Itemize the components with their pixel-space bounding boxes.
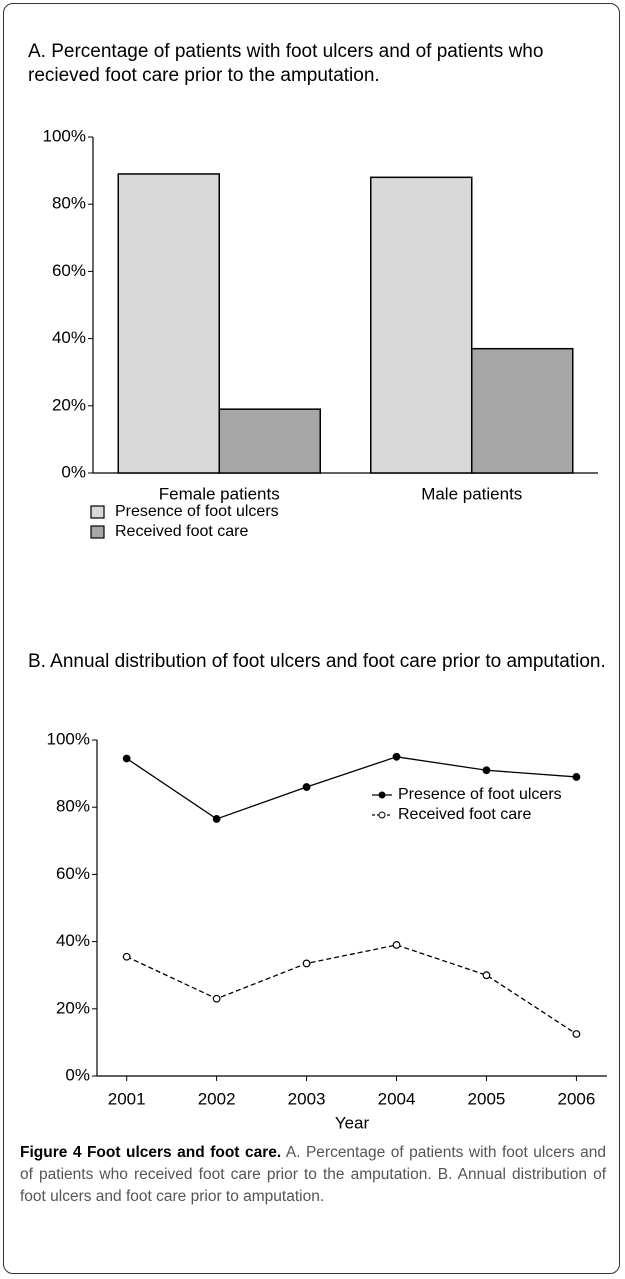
x-tick-label: Female patients: [159, 484, 280, 503]
bar: [370, 176, 473, 474]
legend-swatch: [90, 505, 105, 519]
x-tick-label: Male patients: [421, 484, 522, 503]
y-tick-label: 60%: [56, 864, 90, 883]
y-tick-label: 80%: [52, 194, 86, 213]
data-point: [482, 971, 491, 980]
legend-label: Received foot care: [115, 523, 249, 540]
series-line: [126, 944, 577, 1035]
data-point: [122, 952, 131, 961]
data-point: [212, 815, 221, 823]
caption-label: Figure 4 Foot ulcers and foot care.: [20, 1144, 282, 1161]
legend-label: Presence of foot ulcers: [398, 786, 562, 803]
x-tick-label: 2004: [378, 1089, 416, 1108]
legend-swatch: [90, 525, 105, 539]
series-line: [126, 756, 577, 820]
bar: [117, 173, 220, 474]
x-tick-label: 2002: [198, 1089, 236, 1108]
y-tick-label: 40%: [52, 328, 86, 347]
caption-text: A. Percentage of patients with foot ulce…: [20, 1144, 606, 1205]
x-tick-label: 2006: [558, 1089, 596, 1108]
y-tick-label: 40%: [56, 931, 90, 950]
y-tick-label: 20%: [52, 395, 86, 414]
legend-marker: [378, 791, 386, 799]
y-tick-label: 60%: [52, 261, 86, 280]
legend-marker: [378, 811, 386, 819]
chart-title: A. Percentage of patients with foot ulce…: [28, 41, 544, 86]
x-tick-label: 2005: [468, 1089, 506, 1108]
data-point: [482, 766, 491, 775]
y-tick-label: 100%: [47, 729, 90, 748]
x-axis-label: Year: [335, 1113, 370, 1132]
x-tick-label: 2003: [288, 1089, 326, 1108]
figure-frame: [3, 3, 620, 1274]
data-point: [572, 1030, 581, 1038]
data-point: [212, 994, 221, 1003]
data-point: [122, 754, 131, 763]
y-tick-label: 80%: [56, 797, 90, 816]
data-point: [302, 959, 311, 968]
y-tick-label: 0%: [61, 462, 86, 481]
x-tick-label: 2001: [108, 1089, 146, 1108]
data-point: [392, 752, 401, 761]
bar: [471, 347, 574, 474]
legend-label: Presence of foot ulcers: [115, 503, 279, 520]
data-point: [302, 783, 311, 791]
chart-title: B. Annual distribution of foot ulcers an…: [28, 651, 606, 672]
data-point: [392, 941, 401, 949]
bar: [218, 408, 321, 474]
y-tick-label: 0%: [65, 1065, 90, 1084]
y-tick-label: 20%: [56, 998, 90, 1017]
y-tick-label: 100%: [43, 126, 86, 145]
caption: Figure 4 Foot ulcers and foot care. A. P…: [20, 1142, 606, 1208]
legend-label: Received foot care: [398, 806, 532, 823]
data-point: [572, 773, 581, 781]
